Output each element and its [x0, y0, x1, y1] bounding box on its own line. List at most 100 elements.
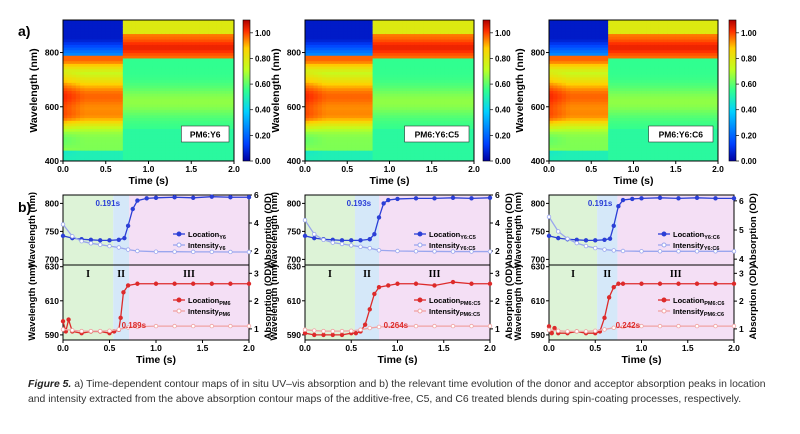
heatmap-cell	[135, 136, 141, 140]
heatmap-cell	[67, 123, 73, 127]
heatmap-cell	[97, 123, 102, 127]
heatmap-cell	[131, 36, 137, 40]
heatmap-cell	[431, 106, 437, 110]
heatmap-cell	[80, 93, 85, 97]
heatmap-cell	[343, 41, 348, 45]
heatmap-cell	[216, 117, 222, 121]
heatmap-cell	[591, 133, 596, 138]
heatmap-cell	[221, 71, 226, 75]
heatmap-cell	[469, 123, 475, 127]
heatmap-cell	[603, 33, 609, 37]
heatmap-cell	[402, 158, 407, 162]
heatmap-cell	[351, 30, 357, 35]
colorbar-tick-label: 0.20	[255, 131, 271, 140]
heatmap-cell	[334, 109, 340, 113]
heatmap-cell	[549, 142, 554, 146]
heatmap-cell	[161, 112, 167, 116]
heatmap-cell	[101, 109, 107, 113]
heatmap-cell	[389, 120, 395, 124]
heatmap-cell	[343, 79, 348, 83]
heatmap-cell	[321, 128, 327, 132]
heatmap-cell	[452, 117, 458, 121]
heatmap-cell	[381, 49, 386, 54]
heatmap-cell	[402, 114, 407, 119]
heatmap-cell	[152, 38, 158, 43]
heatmap-cell	[557, 158, 563, 162]
heatmap-cell	[148, 123, 154, 127]
heatmap-cell	[591, 112, 596, 116]
heatmap-cell	[199, 63, 205, 67]
heatmap-cell	[448, 30, 454, 35]
heatmap-cell	[364, 85, 369, 89]
heatmap-cell	[165, 123, 171, 127]
heatmap-cell	[305, 120, 310, 124]
heatmap-cell	[355, 95, 361, 100]
heatmap-cell	[355, 90, 361, 94]
heatmap-cell	[570, 123, 575, 127]
heatmap-cell	[393, 44, 399, 48]
heatmap-cell	[557, 38, 563, 43]
heatmap-cell	[587, 49, 592, 54]
heatmap-cell	[461, 114, 467, 119]
heatmap-cell	[599, 87, 605, 91]
heatmap-cell	[549, 155, 554, 159]
heatmap-cell	[216, 85, 222, 89]
heatmap-cell	[553, 93, 558, 97]
heatmap-cell	[452, 120, 458, 124]
heatmap-cell	[595, 133, 601, 138]
heatmap-cell	[376, 152, 382, 157]
heatmap-cell	[574, 147, 580, 151]
heatmap-cell	[553, 104, 558, 108]
heatmap-cell	[88, 33, 94, 37]
heatmap-cell	[144, 90, 149, 94]
heatmap-cell	[148, 139, 154, 143]
heatmap-cell	[67, 79, 73, 83]
heatmap-cell	[165, 25, 171, 29]
heatmap-cell	[321, 147, 327, 151]
heatmap-cell	[309, 114, 314, 119]
heatmap-cell	[169, 109, 175, 113]
heatmap-cell	[557, 49, 563, 54]
heatmap-cell	[578, 147, 584, 151]
heatmap-cell	[549, 47, 554, 51]
heatmap-cell	[63, 131, 68, 135]
heatmap-cell	[321, 47, 327, 51]
heatmap-cell	[599, 133, 605, 138]
heatmap-cell	[608, 136, 613, 140]
heatmap-cell	[448, 109, 454, 113]
heatmap-cell	[385, 60, 390, 64]
heatmap-cell	[595, 117, 601, 121]
heatmap-cell	[578, 63, 584, 67]
heatmap-cell	[359, 114, 365, 119]
heatmap-cell	[67, 155, 73, 159]
heatmap-cell	[465, 87, 471, 91]
x-tick-label: 0.0	[57, 164, 69, 174]
heatmap-cell	[313, 131, 319, 135]
heatmap-cell	[186, 44, 192, 48]
heatmap-cell	[80, 117, 85, 121]
heatmap-cell	[161, 76, 167, 81]
heatmap-cell	[110, 25, 115, 29]
heatmap-cell	[174, 147, 179, 151]
heatmap-cell	[313, 79, 319, 83]
heatmap-cell	[381, 142, 386, 146]
heatmap-cell	[448, 112, 454, 116]
heatmap-cell	[565, 128, 571, 132]
heatmap-cell	[557, 93, 563, 97]
heatmap-cell	[105, 131, 111, 135]
heatmap-cell	[157, 101, 162, 105]
heatmap-cell	[174, 95, 179, 100]
heatmap-cell	[574, 63, 580, 67]
heatmap-cell	[139, 38, 145, 43]
heatmap-cell	[338, 60, 344, 64]
heatmap-cell	[359, 60, 365, 64]
heatmap-cell	[105, 101, 111, 105]
heatmap-cell	[114, 131, 120, 135]
heatmap-cell	[229, 76, 235, 81]
heatmap-cell	[195, 52, 201, 56]
heatmap-cell	[431, 101, 437, 105]
heatmap-cell	[127, 36, 132, 40]
heatmap-cell	[139, 133, 145, 138]
heatmap-cell	[355, 44, 361, 48]
heatmap-cell	[157, 136, 162, 140]
